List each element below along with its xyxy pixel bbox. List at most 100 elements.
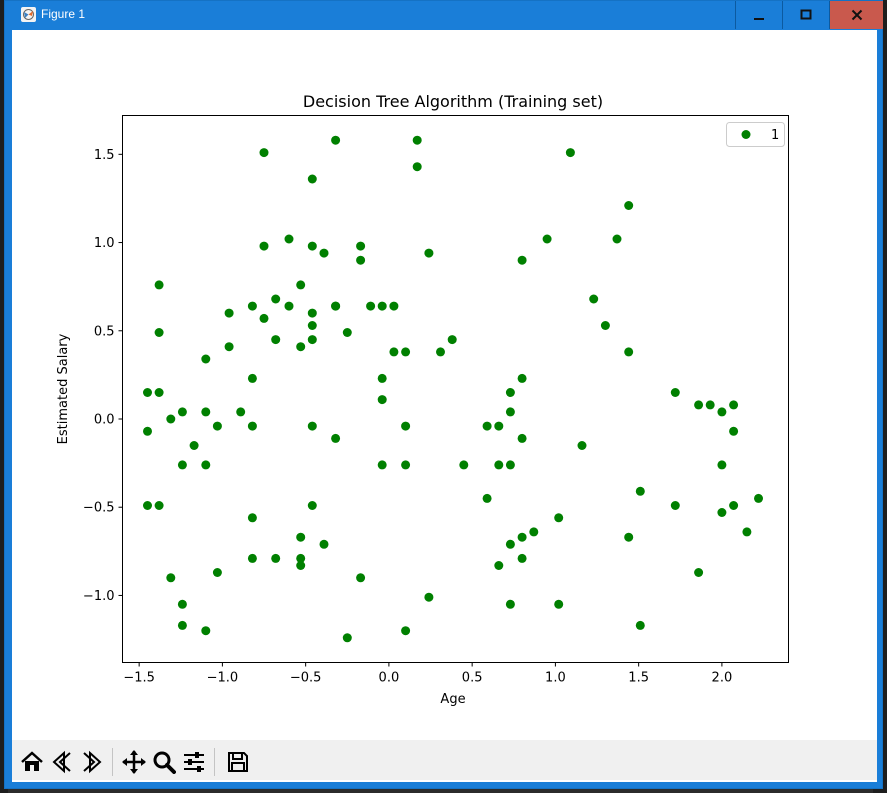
navigation-toolbar (12, 740, 877, 780)
data-point (412, 162, 422, 172)
x-axis-ticks: −1.5 −1.0 −0.5 0.0 0.5 1.0 1.5 2.0 (123, 662, 733, 686)
x-tick-label: 1.5 (628, 671, 649, 686)
data-point (505, 407, 515, 417)
data-point (259, 313, 269, 323)
data-point (447, 335, 457, 345)
data-point (717, 460, 727, 470)
data-point (319, 248, 329, 258)
data-point (635, 620, 645, 630)
data-point (212, 568, 222, 577)
data-point (377, 301, 387, 311)
legend-label: 1 (771, 128, 779, 143)
data-point (635, 486, 645, 496)
data-point (517, 553, 527, 563)
data-point (154, 280, 164, 290)
minimize-icon (753, 18, 764, 20)
data-point (554, 513, 564, 523)
data-point (517, 373, 527, 383)
data-point (259, 148, 269, 158)
data-point (212, 421, 222, 431)
toolbar-separator (214, 748, 215, 776)
close-button[interactable] (829, 1, 883, 29)
data-point (694, 568, 704, 577)
data-point (694, 400, 704, 410)
data-point (436, 347, 445, 357)
data-point (389, 301, 399, 311)
save-button[interactable] (224, 748, 252, 776)
data-point (143, 388, 152, 397)
maximize-button[interactable] (782, 1, 828, 29)
data-point (517, 433, 527, 443)
x-axis-label: Age (440, 692, 465, 707)
data-point (624, 201, 634, 210)
data-point (224, 308, 234, 318)
y-tick-label: −1.0 (83, 589, 115, 604)
minimize-button[interactable] (735, 1, 781, 29)
sliders-icon (184, 752, 204, 772)
pan-button[interactable] (120, 748, 148, 776)
data-point (296, 342, 306, 352)
data-point (529, 527, 539, 537)
zoom-button[interactable] (150, 748, 178, 776)
data-point (296, 553, 306, 563)
data-point (247, 513, 257, 523)
configure-subplots-button[interactable] (180, 748, 208, 776)
data-point (742, 527, 752, 537)
data-point (342, 633, 352, 643)
data-point (424, 248, 434, 258)
data-point (505, 388, 515, 397)
x-tick-label: 2.0 (712, 671, 733, 686)
data-point (554, 599, 564, 609)
data-point (154, 388, 164, 397)
data-point (271, 335, 281, 345)
data-point (505, 460, 515, 470)
y-tick-label: 1.5 (94, 148, 115, 163)
chart-title: Decision Tree Algorithm (Training set) (303, 92, 603, 111)
data-point (356, 255, 366, 265)
x-tick-label: −1.5 (123, 671, 155, 686)
data-point (331, 135, 341, 145)
data-point (259, 241, 269, 251)
y-tick-label: −0.5 (83, 501, 115, 516)
data-point (729, 426, 739, 436)
data-point (589, 294, 599, 304)
data-point (154, 328, 164, 337)
data-point (494, 561, 504, 570)
data-point (201, 626, 211, 636)
close-icon (851, 9, 862, 21)
data-point (307, 421, 317, 431)
matplotlib-icon (21, 7, 36, 22)
x-tick-label: 0.5 (462, 671, 483, 686)
y-axis-ticks: −1.0 −0.5 0.0 0.5 1.0 1.5 (83, 148, 123, 604)
y-tick-label: 0.5 (94, 324, 115, 339)
data-point (356, 241, 366, 251)
data-point (247, 373, 257, 383)
x-tick-label: −1.0 (207, 671, 239, 686)
forward-button[interactable] (78, 748, 106, 776)
title-bar[interactable]: Figure 1 (5, 1, 883, 29)
data-point (201, 407, 211, 417)
data-point (542, 234, 552, 244)
back-button[interactable] (48, 748, 76, 776)
data-point (494, 460, 504, 470)
data-point (307, 321, 317, 330)
scatter-chart[interactable]: Decision Tree Algorithm (Training set) −… (12, 30, 877, 735)
data-point (177, 407, 187, 417)
y-axis-label: Estimated Salary (56, 333, 71, 444)
home-button[interactable] (18, 748, 46, 776)
data-point (177, 620, 187, 630)
toolbar-separator (112, 748, 113, 776)
data-point (356, 573, 366, 583)
data-points (143, 135, 763, 643)
data-point (247, 301, 257, 311)
data-point (377, 373, 387, 383)
home-icon (21, 751, 43, 771)
y-tick-label: 0.0 (94, 412, 115, 427)
data-point (424, 592, 434, 602)
data-point (377, 460, 387, 470)
data-point (143, 426, 152, 436)
legend-marker (741, 130, 751, 139)
data-point (296, 280, 306, 290)
data-point (389, 347, 399, 357)
data-point (166, 414, 176, 424)
